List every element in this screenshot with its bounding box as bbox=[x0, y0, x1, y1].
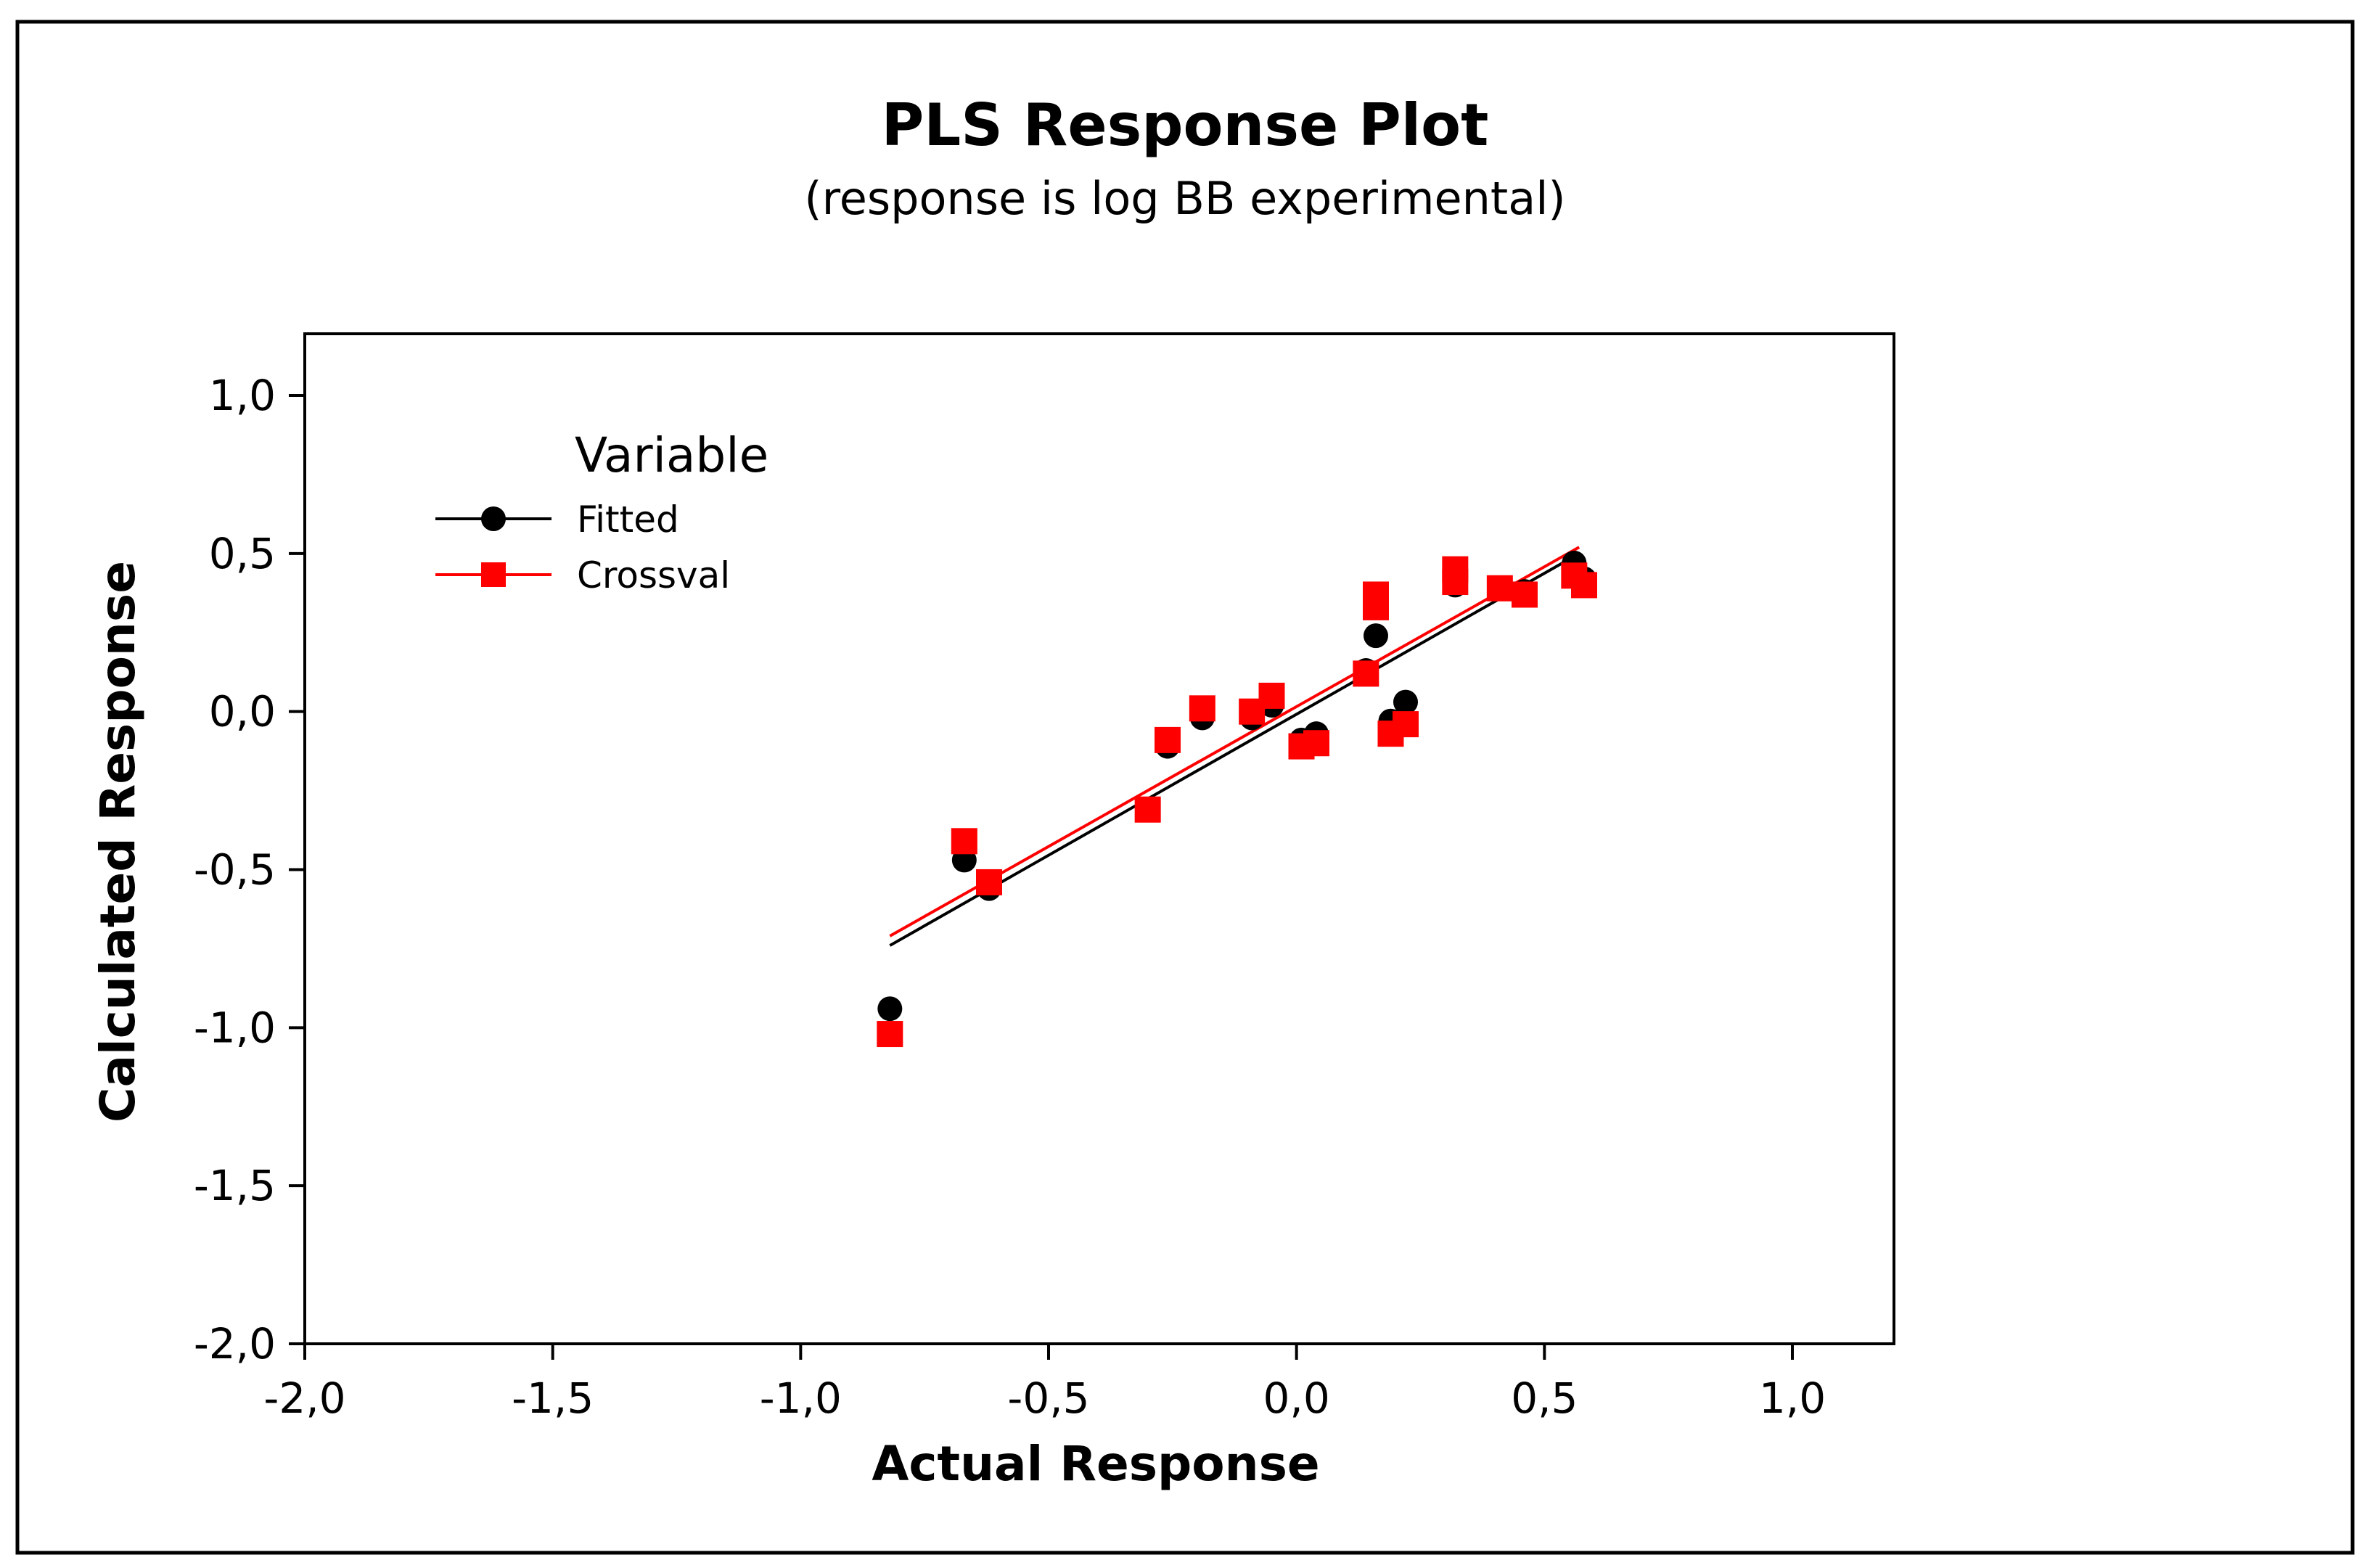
point-crossval bbox=[1134, 796, 1161, 823]
plot-area bbox=[303, 332, 1895, 1345]
point-crossval bbox=[1189, 695, 1215, 722]
fit-line-fitted bbox=[889, 552, 1580, 947]
y-axis-label: Calculated Response bbox=[90, 561, 146, 1122]
point-crossval bbox=[1486, 575, 1513, 602]
point-crossval bbox=[1155, 726, 1181, 753]
point-crossval bbox=[1512, 581, 1538, 608]
y-tick-label: 0,5 bbox=[209, 529, 276, 578]
y-tick-label: -0,5 bbox=[194, 845, 276, 895]
point-crossval bbox=[1442, 569, 1469, 596]
legend: Variable Fitted Crossval bbox=[435, 427, 768, 596]
point-fitted bbox=[877, 996, 903, 1022]
legend-fitted-marker bbox=[481, 506, 506, 531]
point-crossval bbox=[1393, 711, 1419, 738]
x-tick-label: 1,0 bbox=[1759, 1374, 1826, 1423]
legend-crossval-label: Crossval bbox=[577, 554, 730, 596]
y-tick-label: -1,0 bbox=[194, 1003, 276, 1052]
legend-crossval-marker bbox=[481, 562, 506, 587]
point-crossval bbox=[1353, 660, 1379, 687]
point-crossval bbox=[877, 1021, 903, 1048]
series-fit-lines bbox=[889, 546, 1580, 947]
x-axis: -2,0 -1,5 -1,0 -0,5 0,0 0,5 1,0 bbox=[263, 1344, 1826, 1423]
point-fitted bbox=[1393, 689, 1418, 715]
legend-title: Variable bbox=[575, 427, 768, 483]
y-tick-label: 1,0 bbox=[209, 371, 276, 420]
x-tick-label: -0,5 bbox=[1007, 1374, 1089, 1423]
y-tick-label: -2,0 bbox=[194, 1319, 276, 1368]
point-crossval bbox=[976, 869, 1002, 895]
point-crossval bbox=[1303, 730, 1329, 757]
x-tick-label: -1,5 bbox=[512, 1374, 594, 1423]
x-tick-label: 0,0 bbox=[1263, 1374, 1330, 1423]
y-axis: -2,0 -1,5 -1,0 -0,5 0,0 0,5 1,0 bbox=[194, 371, 305, 1368]
x-axis-label: Actual Response bbox=[872, 1436, 1319, 1492]
y-tick-label: -1,5 bbox=[194, 1161, 276, 1210]
x-tick-label: -1,0 bbox=[760, 1374, 842, 1423]
series-points bbox=[877, 550, 1597, 1048]
point-crossval bbox=[951, 828, 977, 855]
point-crossval bbox=[1258, 682, 1285, 709]
point-crossval bbox=[1571, 572, 1597, 599]
point-crossval bbox=[1363, 581, 1389, 608]
chart-title: PLS Response Plot bbox=[882, 91, 1489, 159]
legend-fitted-label: Fitted bbox=[577, 498, 679, 541]
chart-subtitle: (response is log BB experimental) bbox=[804, 172, 1565, 225]
fit-line-crossval bbox=[889, 546, 1580, 937]
point-fitted bbox=[1364, 623, 1388, 649]
x-tick-label: -2,0 bbox=[263, 1374, 345, 1423]
x-tick-label: 0,5 bbox=[1511, 1374, 1578, 1423]
y-tick-label: 0,0 bbox=[209, 687, 276, 736]
